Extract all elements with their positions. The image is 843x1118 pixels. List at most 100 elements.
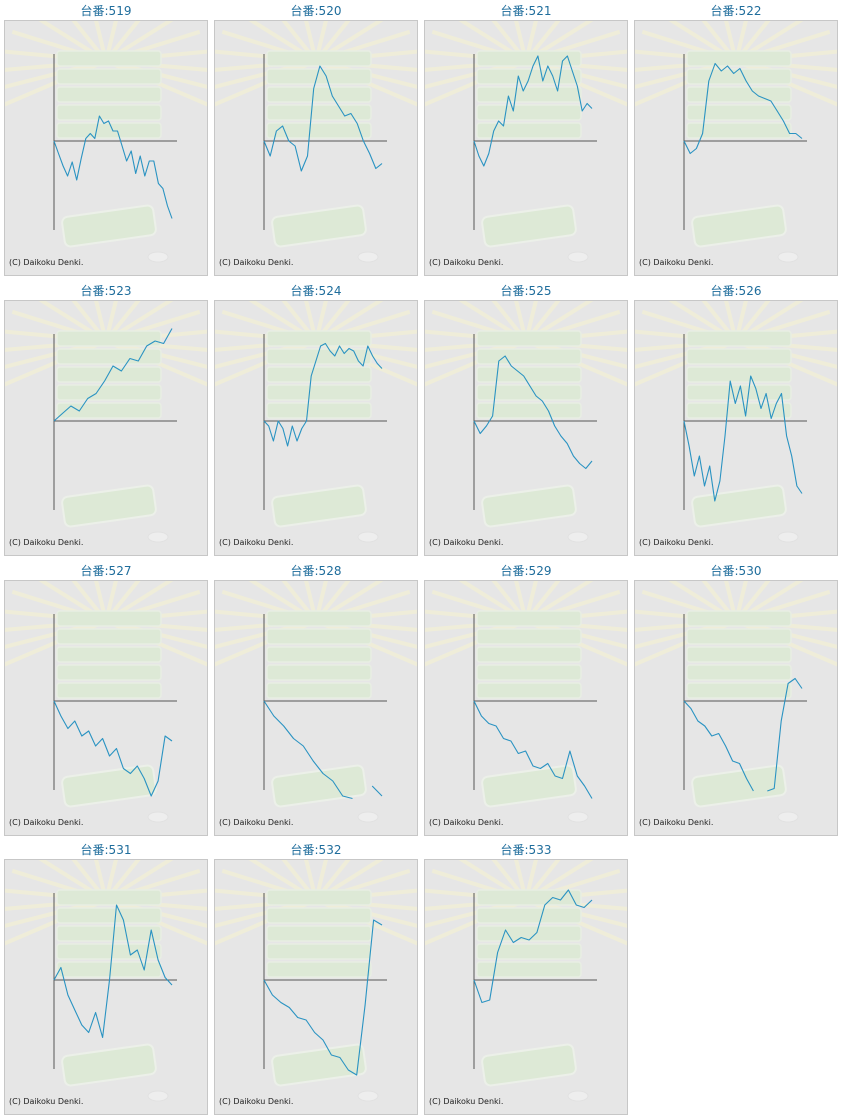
slump-line bbox=[683, 375, 803, 502]
slump-line bbox=[53, 904, 173, 1039]
machine-number-title[interactable]: 台番:529 bbox=[500, 564, 552, 578]
copyright-text: (C) Daikoku Denki. bbox=[219, 258, 294, 267]
machine-number-title[interactable]: 台番:527 bbox=[80, 564, 132, 578]
slump-graph bbox=[635, 21, 837, 263]
background-illustration bbox=[215, 21, 417, 263]
background-illustration bbox=[425, 21, 627, 263]
background-illustration bbox=[635, 301, 837, 543]
graph-frame: (C) Daikoku Denki. bbox=[214, 300, 418, 556]
background-illustration bbox=[5, 581, 207, 823]
copyright-text: (C) Daikoku Denki. bbox=[429, 1097, 504, 1106]
graph-frame: (C) Daikoku Denki. bbox=[4, 20, 208, 276]
graph-cell[interactable]: 台番:521 (C) Daikoku Denki. bbox=[424, 2, 628, 277]
graph-cell[interactable]: 台番:533 (C) Daikoku Denki. bbox=[424, 841, 628, 1116]
slump-line bbox=[263, 700, 383, 800]
slump-graph bbox=[215, 21, 417, 263]
machine-number-title[interactable]: 台番:519 bbox=[80, 4, 132, 18]
graph-frame: (C) Daikoku Denki. bbox=[214, 859, 418, 1115]
copyright-text: (C) Daikoku Denki. bbox=[9, 818, 84, 827]
slump-line bbox=[53, 700, 173, 797]
slump-graph bbox=[215, 581, 417, 823]
slump-line bbox=[53, 328, 173, 422]
machine-number-title[interactable]: 台番:533 bbox=[500, 843, 552, 857]
background-illustration bbox=[425, 301, 627, 543]
copyright-text: (C) Daikoku Denki. bbox=[429, 818, 504, 827]
copyright-text: (C) Daikoku Denki. bbox=[639, 538, 714, 547]
machine-number-title[interactable]: 台番:522 bbox=[710, 4, 762, 18]
copyright-text: (C) Daikoku Denki. bbox=[639, 258, 714, 267]
graph-cell[interactable]: 台番:523 (C) Daikoku Denki. bbox=[4, 282, 208, 557]
graph-cell[interactable]: 台番:520 (C) Daikoku Denki. bbox=[214, 2, 418, 277]
graph-cell[interactable]: 台番:526 (C) Daikoku Denki. bbox=[634, 282, 838, 557]
graph-frame: (C) Daikoku Denki. bbox=[424, 580, 628, 836]
slump-graph bbox=[425, 21, 627, 263]
graph-frame: (C) Daikoku Denki. bbox=[4, 580, 208, 836]
background-illustration bbox=[635, 581, 837, 823]
machine-number-title[interactable]: 台番:531 bbox=[80, 843, 132, 857]
copyright-text: (C) Daikoku Denki. bbox=[429, 538, 504, 547]
machine-number-title[interactable]: 台番:521 bbox=[500, 4, 552, 18]
slump-line bbox=[473, 55, 593, 167]
graph-frame: (C) Daikoku Denki. bbox=[4, 859, 208, 1115]
copyright-text: (C) Daikoku Denki. bbox=[9, 258, 84, 267]
background-illustration bbox=[425, 581, 627, 823]
background-illustration bbox=[5, 301, 207, 543]
graph-cell[interactable]: 台番:531 (C) Daikoku Denki. bbox=[4, 841, 208, 1116]
slump-line bbox=[263, 342, 383, 447]
machine-number-title[interactable]: 台番:530 bbox=[710, 564, 762, 578]
slump-graph bbox=[635, 581, 837, 823]
graph-frame: (C) Daikoku Denki. bbox=[424, 859, 628, 1115]
slump-graph bbox=[425, 581, 627, 823]
copyright-text: (C) Daikoku Denki. bbox=[639, 818, 714, 827]
slump-line bbox=[263, 65, 383, 172]
slump-graph bbox=[5, 301, 207, 543]
graph-frame: (C) Daikoku Denki. bbox=[424, 300, 628, 556]
slump-graph bbox=[5, 860, 207, 1102]
graph-frame: (C) Daikoku Denki. bbox=[634, 580, 838, 836]
graph-frame: (C) Daikoku Denki. bbox=[634, 300, 838, 556]
slump-graph bbox=[215, 301, 417, 543]
background-illustration bbox=[635, 21, 837, 263]
background-illustration bbox=[215, 581, 417, 823]
slump-line bbox=[263, 919, 383, 1076]
machine-number-title[interactable]: 台番:532 bbox=[290, 843, 342, 857]
copyright-text: (C) Daikoku Denki. bbox=[9, 538, 84, 547]
slump-graph bbox=[425, 301, 627, 543]
graph-cell[interactable]: 台番:519 (C) Daikoku Denki. bbox=[4, 2, 208, 277]
slump-line bbox=[53, 115, 173, 219]
graph-frame: (C) Daikoku Denki. bbox=[4, 300, 208, 556]
graph-cell[interactable]: 台番:522 (C) Daikoku Denki. bbox=[634, 2, 838, 277]
copyright-text: (C) Daikoku Denki. bbox=[429, 258, 504, 267]
slump-graph bbox=[635, 301, 837, 543]
graph-cell[interactable]: 台番:528 (C) Daikoku Denki. bbox=[214, 562, 418, 837]
graph-cell[interactable]: 台番:529 (C) Daikoku Denki. bbox=[424, 562, 628, 837]
background-illustration bbox=[5, 21, 207, 263]
background-illustration bbox=[5, 860, 207, 1102]
graph-cell[interactable]: 台番:532 (C) Daikoku Denki. bbox=[214, 841, 418, 1116]
machine-number-title[interactable]: 台番:528 bbox=[290, 564, 342, 578]
copyright-text: (C) Daikoku Denki. bbox=[9, 1097, 84, 1106]
slump-graph bbox=[5, 21, 207, 263]
copyright-text: (C) Daikoku Denki. bbox=[219, 818, 294, 827]
slump-line bbox=[473, 355, 593, 470]
graph-frame: (C) Daikoku Denki. bbox=[214, 20, 418, 276]
slump-line bbox=[473, 889, 593, 1004]
machine-number-title[interactable]: 台番:523 bbox=[80, 284, 132, 298]
graph-cell[interactable]: 台番:530 (C) Daikoku Denki. bbox=[634, 562, 838, 837]
machine-number-title[interactable]: 台番:525 bbox=[500, 284, 552, 298]
slump-line bbox=[683, 62, 803, 155]
graph-cell[interactable]: 台番:525 (C) Daikoku Denki. bbox=[424, 282, 628, 557]
background-illustration bbox=[215, 860, 417, 1102]
machine-number-title[interactable]: 台番:524 bbox=[290, 284, 342, 298]
graph-cell[interactable]: 台番:524 (C) Daikoku Denki. bbox=[214, 282, 418, 557]
graph-frame: (C) Daikoku Denki. bbox=[424, 20, 628, 276]
graph-frame: (C) Daikoku Denki. bbox=[214, 580, 418, 836]
slump-line bbox=[683, 677, 803, 792]
graph-frame: (C) Daikoku Denki. bbox=[634, 20, 838, 276]
slump-graph bbox=[425, 860, 627, 1102]
graph-cell[interactable]: 台番:527 (C) Daikoku Denki. bbox=[4, 562, 208, 837]
copyright-text: (C) Daikoku Denki. bbox=[219, 1097, 294, 1106]
slump-graph bbox=[5, 581, 207, 823]
machine-number-title[interactable]: 台番:520 bbox=[290, 4, 342, 18]
machine-number-title[interactable]: 台番:526 bbox=[710, 284, 762, 298]
